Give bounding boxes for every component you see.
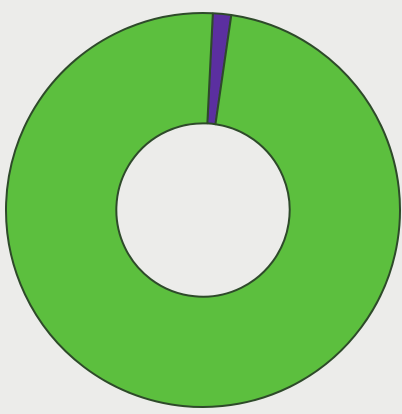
- donut-slice: [5, 12, 401, 408]
